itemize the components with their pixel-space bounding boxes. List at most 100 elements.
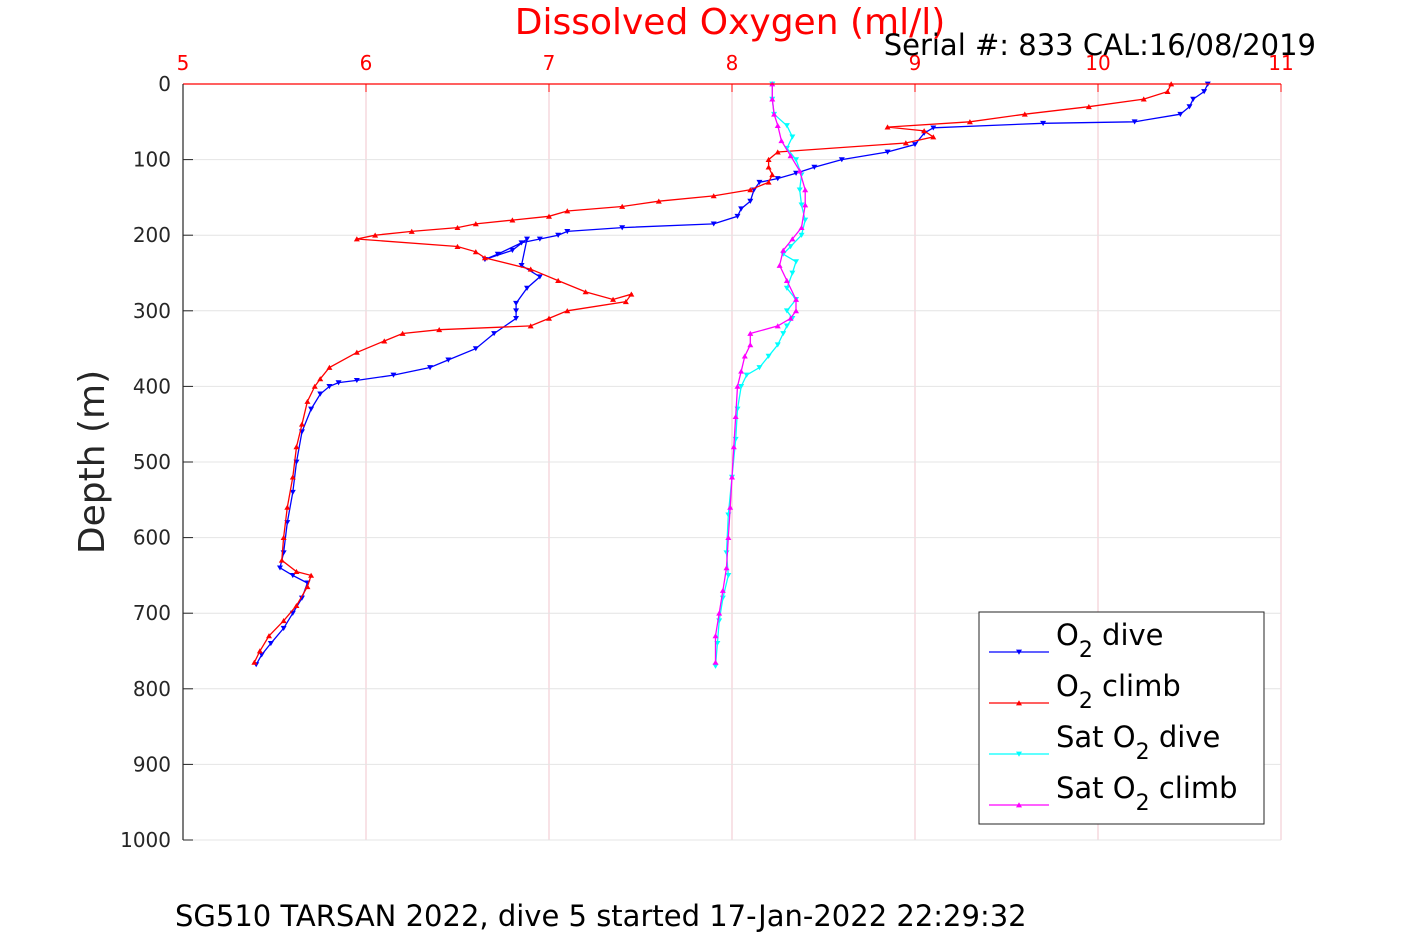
data-point [787,153,794,159]
data-point [743,372,750,378]
data-point [741,353,748,359]
data-point [304,584,311,590]
data-point [293,444,300,450]
data-point [802,217,809,223]
y-tick-label: 600 [133,526,171,550]
data-point [793,259,800,265]
data-point [725,573,732,579]
data-point [756,179,763,185]
legend-marker-o2-dive [1016,649,1022,655]
data-point [780,331,787,337]
data-point [427,365,434,371]
x-tick-label: 11 [1268,51,1293,75]
data-point [732,413,739,420]
data-point [326,384,333,390]
data-point [472,346,479,352]
data-point [655,198,662,204]
series-line-o2-dive [255,83,1209,665]
data-point [293,568,300,575]
data-point [747,198,754,204]
data-point [798,224,805,231]
data-point [765,353,772,359]
data-point [381,338,388,344]
data-point [783,285,790,291]
data-point [771,111,778,117]
legend-label-main: Sat O [1056,771,1136,805]
data-point [622,299,629,305]
legend-label-o2-climb: O2 climb [1056,669,1181,714]
legend-label-main: O [1056,669,1079,703]
data-point [524,285,531,291]
data-point [284,504,291,510]
data-point [509,247,516,254]
data-point [1201,89,1208,95]
data-point [494,251,501,257]
data-point [774,122,781,128]
data-point [267,641,274,647]
legend-marker-o2-climb [1016,700,1022,706]
data-point [710,193,717,199]
data-point [738,384,745,390]
legend-label-subscript: 2 [1136,791,1150,816]
y-tick-label: 700 [133,601,171,625]
data-point [266,633,273,639]
data-point [1186,104,1193,110]
data-point [289,573,296,579]
data-point [734,383,741,389]
data-point [445,357,452,363]
data-point [619,225,626,231]
x-tick-label: 10 [1085,51,1110,75]
data-point [729,474,735,480]
data-point [884,149,891,155]
y-tick-label: 400 [133,374,171,398]
chart-title: Dissolved Oxygen (ml/l) [515,2,946,43]
x-tick-label: 9 [909,51,922,75]
data-point [1190,96,1197,102]
data-point [774,323,781,329]
data-point [304,398,311,404]
data-point [793,296,800,302]
data-point [527,266,534,272]
y-tick-label: 800 [133,677,171,701]
legend-label-rest: climb [1093,669,1181,703]
data-point [712,659,719,665]
data-point [326,364,333,370]
data-point [251,659,258,665]
data-point [518,263,525,269]
legend-marker-sat-o2-climb [1016,802,1022,808]
data-point [335,380,342,386]
y-tick-label: 500 [133,450,171,474]
data-point [921,128,928,134]
data-point [798,202,805,208]
data-point [789,270,796,276]
legend-label-main: O [1056,618,1079,652]
data-point [747,187,754,193]
data-point [258,652,265,658]
data-point [756,365,763,371]
data-point [390,372,397,378]
series-sat-o2-dive [712,81,809,669]
data-point [778,138,785,144]
legend-label-subscript: 2 [1136,740,1150,765]
data-point [747,342,754,348]
data-point [727,504,734,510]
y-tick-label: 900 [133,752,171,776]
data-point [280,534,287,540]
data-point [738,368,745,374]
data-point [802,202,809,208]
y-tick-label: 300 [133,299,171,323]
data-point [774,342,781,348]
data-point [789,236,796,242]
data-point [930,125,937,131]
data-point [513,300,520,306]
data-point [783,123,790,129]
data-point [536,274,543,280]
data-point [798,232,805,238]
legend-label-rest: dive [1093,618,1164,652]
data-point [454,243,461,249]
y-tick-label: 100 [133,148,171,172]
data-point [353,349,360,355]
data-point [912,142,918,148]
